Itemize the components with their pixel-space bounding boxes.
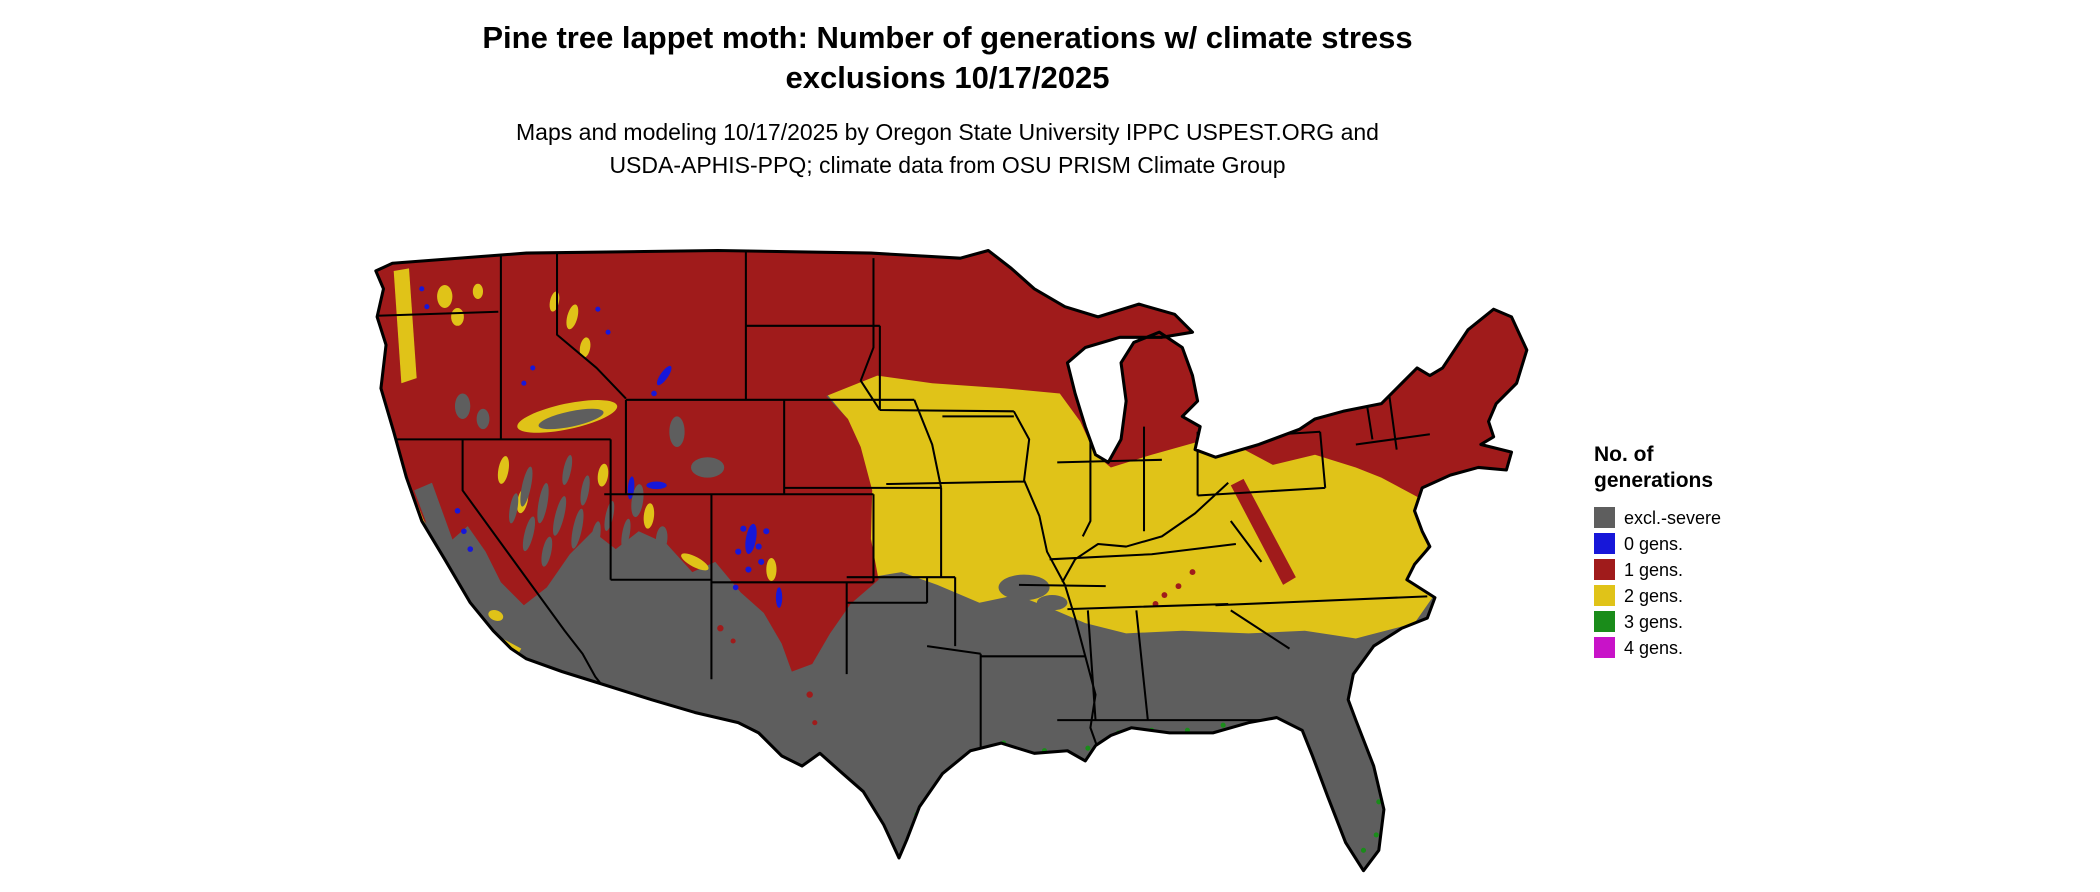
legend-label: 2 gens. bbox=[1624, 585, 1684, 606]
legend-item: 1 gens. bbox=[1594, 557, 1834, 583]
legend-item: 2 gens. bbox=[1594, 583, 1834, 609]
legend-swatch-excl-severe bbox=[1594, 507, 1615, 528]
legend-swatch-3-gens bbox=[1594, 611, 1615, 632]
legend-label: 0 gens. bbox=[1624, 533, 1684, 554]
legend-item: excl.-severe bbox=[1594, 505, 1834, 531]
map-credits-line1: Maps and modeling 10/17/2025 by Oregon S… bbox=[516, 119, 1379, 145]
us-generations-map bbox=[335, 225, 1560, 886]
legend: No. of generations excl.-severe 0 gens. … bbox=[1594, 442, 1834, 661]
map-title: Pine tree lappet moth: Number of generat… bbox=[335, 18, 1560, 97]
state-borders bbox=[375, 250, 1430, 749]
legend-title-line2: generations bbox=[1594, 469, 1714, 493]
us-map-svg bbox=[374, 248, 1529, 873]
legend-item: 4 gens. bbox=[1594, 635, 1834, 661]
us-outline bbox=[374, 248, 1529, 873]
legend-label: 3 gens. bbox=[1624, 611, 1684, 632]
legend-swatch-1-gens bbox=[1594, 559, 1615, 580]
legend-swatch-4-gens bbox=[1594, 637, 1615, 658]
map-title-line2: exclusions 10/17/2025 bbox=[785, 59, 1110, 95]
legend-swatch-2-gens bbox=[1594, 585, 1615, 606]
map-credits-line2: USDA-APHIS-PPQ; climate data from OSU PR… bbox=[609, 152, 1286, 179]
legend-label: 1 gens. bbox=[1624, 559, 1684, 580]
legend-label: 4 gens. bbox=[1624, 637, 1684, 658]
west-excl-patches bbox=[414, 393, 1068, 611]
legend-item: 3 gens. bbox=[1594, 609, 1834, 635]
map-credits: Maps and modeling 10/17/2025 by Oregon S… bbox=[335, 116, 1560, 183]
map-title-line1: Pine tree lappet moth: Number of generat… bbox=[482, 20, 1413, 55]
legend-item: 0 gens. bbox=[1594, 531, 1834, 557]
legend-title-line1: No. of bbox=[1594, 443, 1654, 466]
appalachian-1-gens-patches bbox=[717, 478, 1296, 726]
legend-title: No. of generations bbox=[1594, 442, 1834, 495]
legend-swatch-0-gens bbox=[1594, 533, 1615, 554]
legend-label: excl.-severe bbox=[1624, 507, 1722, 528]
